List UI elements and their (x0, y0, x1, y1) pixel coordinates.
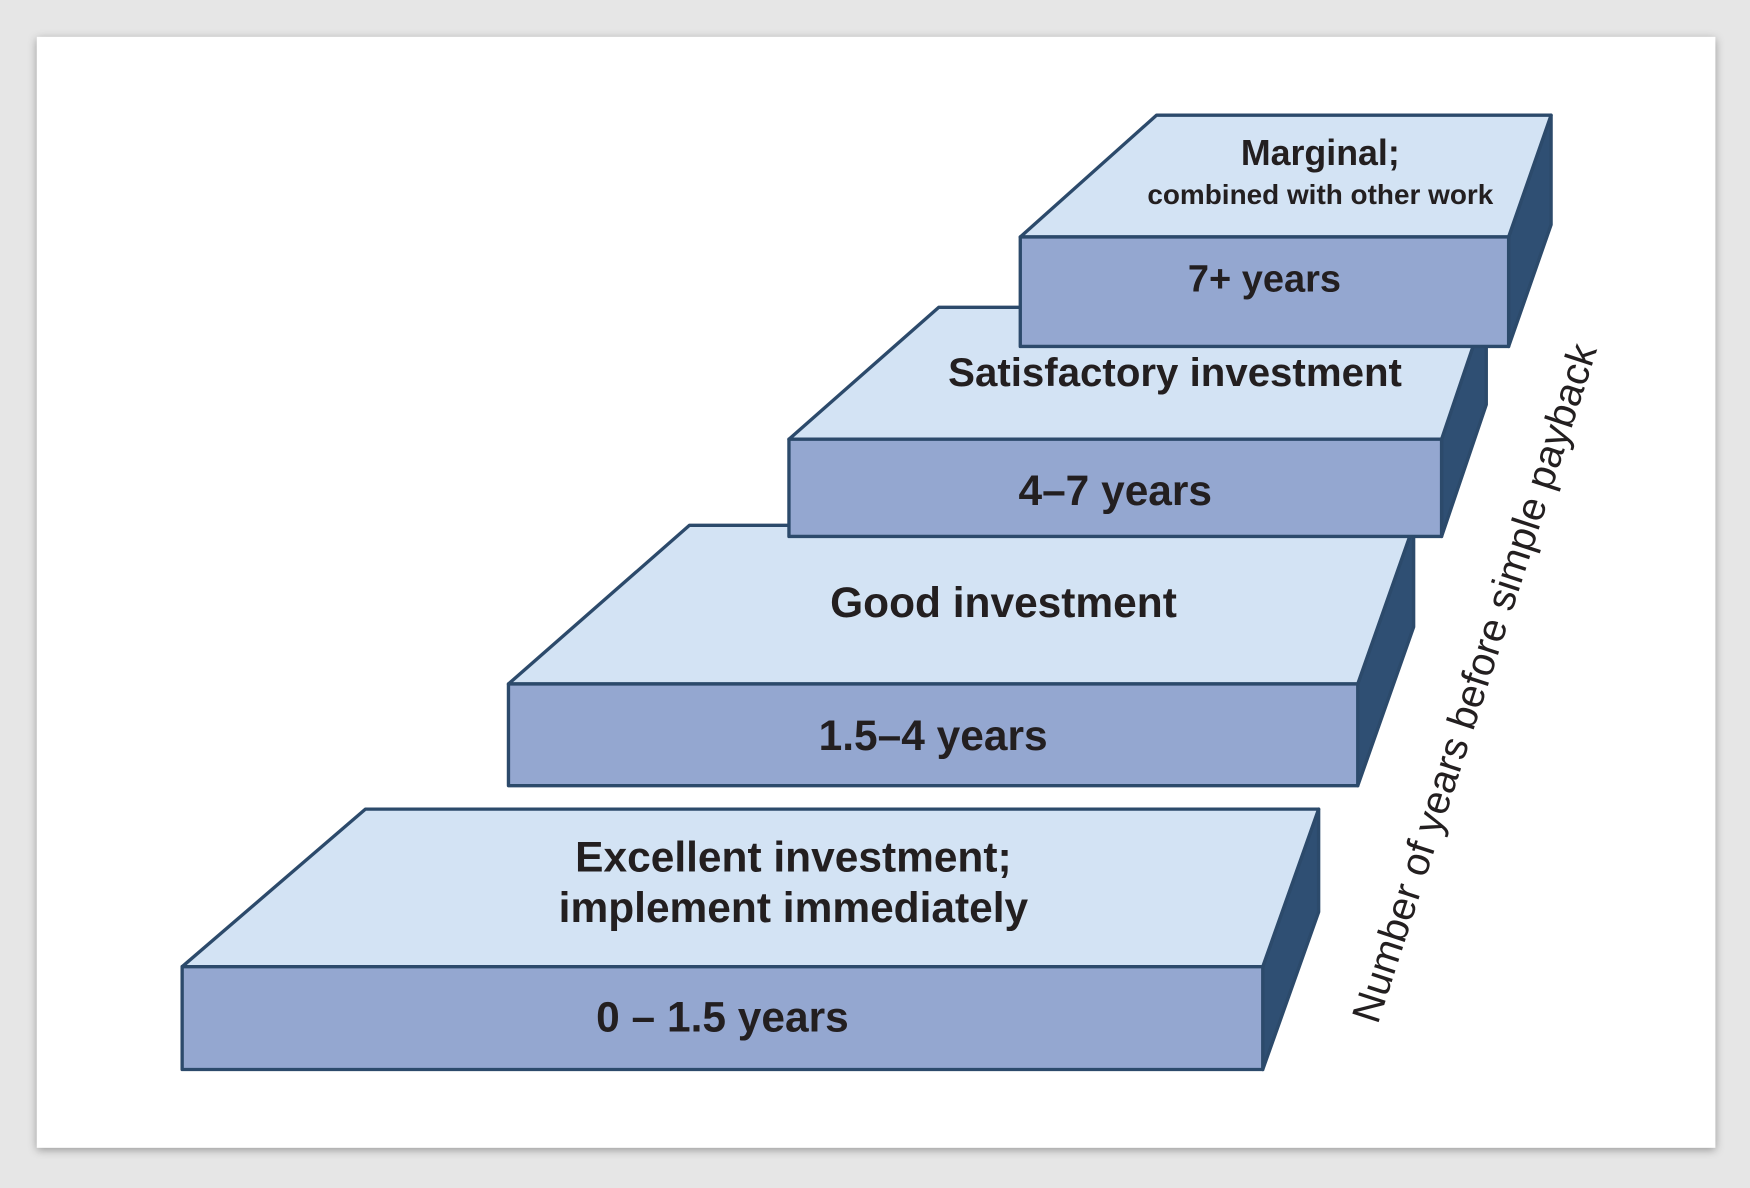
step-label: Satisfactory investment (948, 350, 1402, 395)
step-front (506, 682, 1360, 788)
step-years: 7+ years (1188, 259, 1341, 301)
step-label: Good investment (830, 579, 1177, 626)
step-front (1018, 235, 1511, 349)
step-label: Excellent investment; (575, 834, 1011, 881)
step-label: implement immediately (559, 884, 1029, 931)
step-front (787, 437, 1444, 539)
step-years: 0 – 1.5 years (596, 994, 849, 1041)
step-label: Marginal; (1241, 133, 1400, 173)
step-years: 1.5–4 years (819, 712, 1048, 759)
step-front (180, 965, 1265, 1072)
step-label: combined with other work (1147, 179, 1493, 210)
step-years: 4–7 years (1018, 467, 1212, 514)
